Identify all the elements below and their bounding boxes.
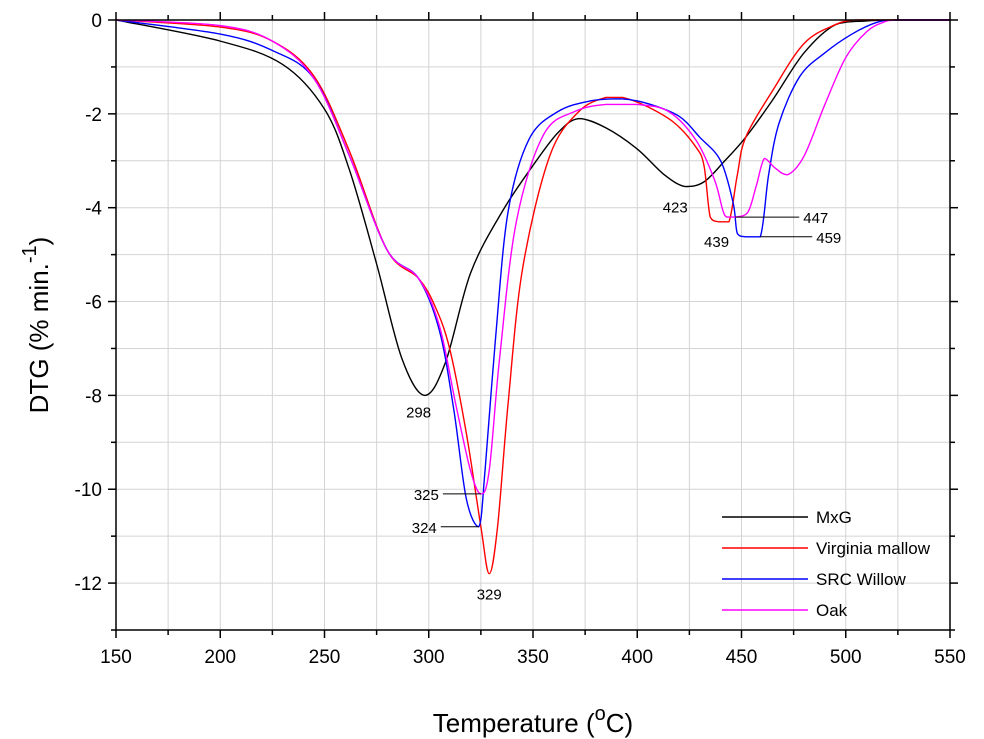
y-tick-label: -2 [85, 105, 102, 126]
legend: MxG Virginia mallow SRC Willow Oak [722, 508, 931, 620]
x-tick-label: 400 [621, 647, 653, 668]
x-axis-title-unit: C) [606, 708, 633, 738]
y-tick-label: -10 [75, 480, 102, 501]
series-line-oak [115, 19, 950, 495]
peak-label: 439 [704, 234, 729, 251]
peak-label: 325 [414, 487, 439, 504]
y-axis-title-sup: -1 [19, 245, 41, 263]
x-tick-label: 500 [830, 647, 862, 668]
peak-label: 423 [663, 200, 688, 217]
y-tick-label: 0 [91, 11, 102, 32]
y-axis-title-text: DTG (% min. [24, 263, 54, 413]
x-axis-title-text: Temperature ( [433, 708, 595, 738]
y-tick-label: -6 [85, 293, 102, 314]
peak-label: 447 [803, 210, 828, 227]
x-tick-label: 350 [517, 647, 549, 668]
y-axis-title-close: ) [24, 237, 54, 246]
y-axis-title: DTG (% min.-1) [19, 237, 54, 414]
peak-annotations: 298 325 324 329 423 439 447 459 [406, 200, 841, 604]
axis-ticks: 150 200 250 300 350 400 450 500 550 0 -2 -4 -6 -8 -10 -… [75, 11, 966, 668]
x-tick-label: 200 [204, 647, 236, 668]
x-tick-label: 550 [934, 647, 966, 668]
peak-label: 298 [406, 404, 431, 421]
y-tick-label: -4 [85, 199, 102, 220]
x-tick-label: 250 [309, 647, 341, 668]
x-axis-title: Temperature (oC) [433, 703, 633, 738]
x-tick-label: 300 [413, 647, 445, 668]
peak-label: 329 [477, 587, 502, 604]
x-tick-label: 150 [100, 647, 132, 668]
y-tick-label: -8 [85, 386, 102, 407]
peak-label: 459 [816, 230, 841, 247]
series-layer [115, 19, 950, 575]
peak-label: 324 [412, 520, 437, 537]
legend-label-oak: Oak [816, 601, 848, 620]
x-tick-label: 450 [726, 647, 758, 668]
legend-label-src-willow: SRC Willow [816, 570, 906, 589]
x-axis-title-sup: o [595, 703, 606, 725]
y-tick-label: -12 [75, 574, 102, 595]
legend-label-virginia-mallow: Virginia mallow [816, 539, 931, 558]
legend-label-mxg: MxG [816, 508, 852, 527]
